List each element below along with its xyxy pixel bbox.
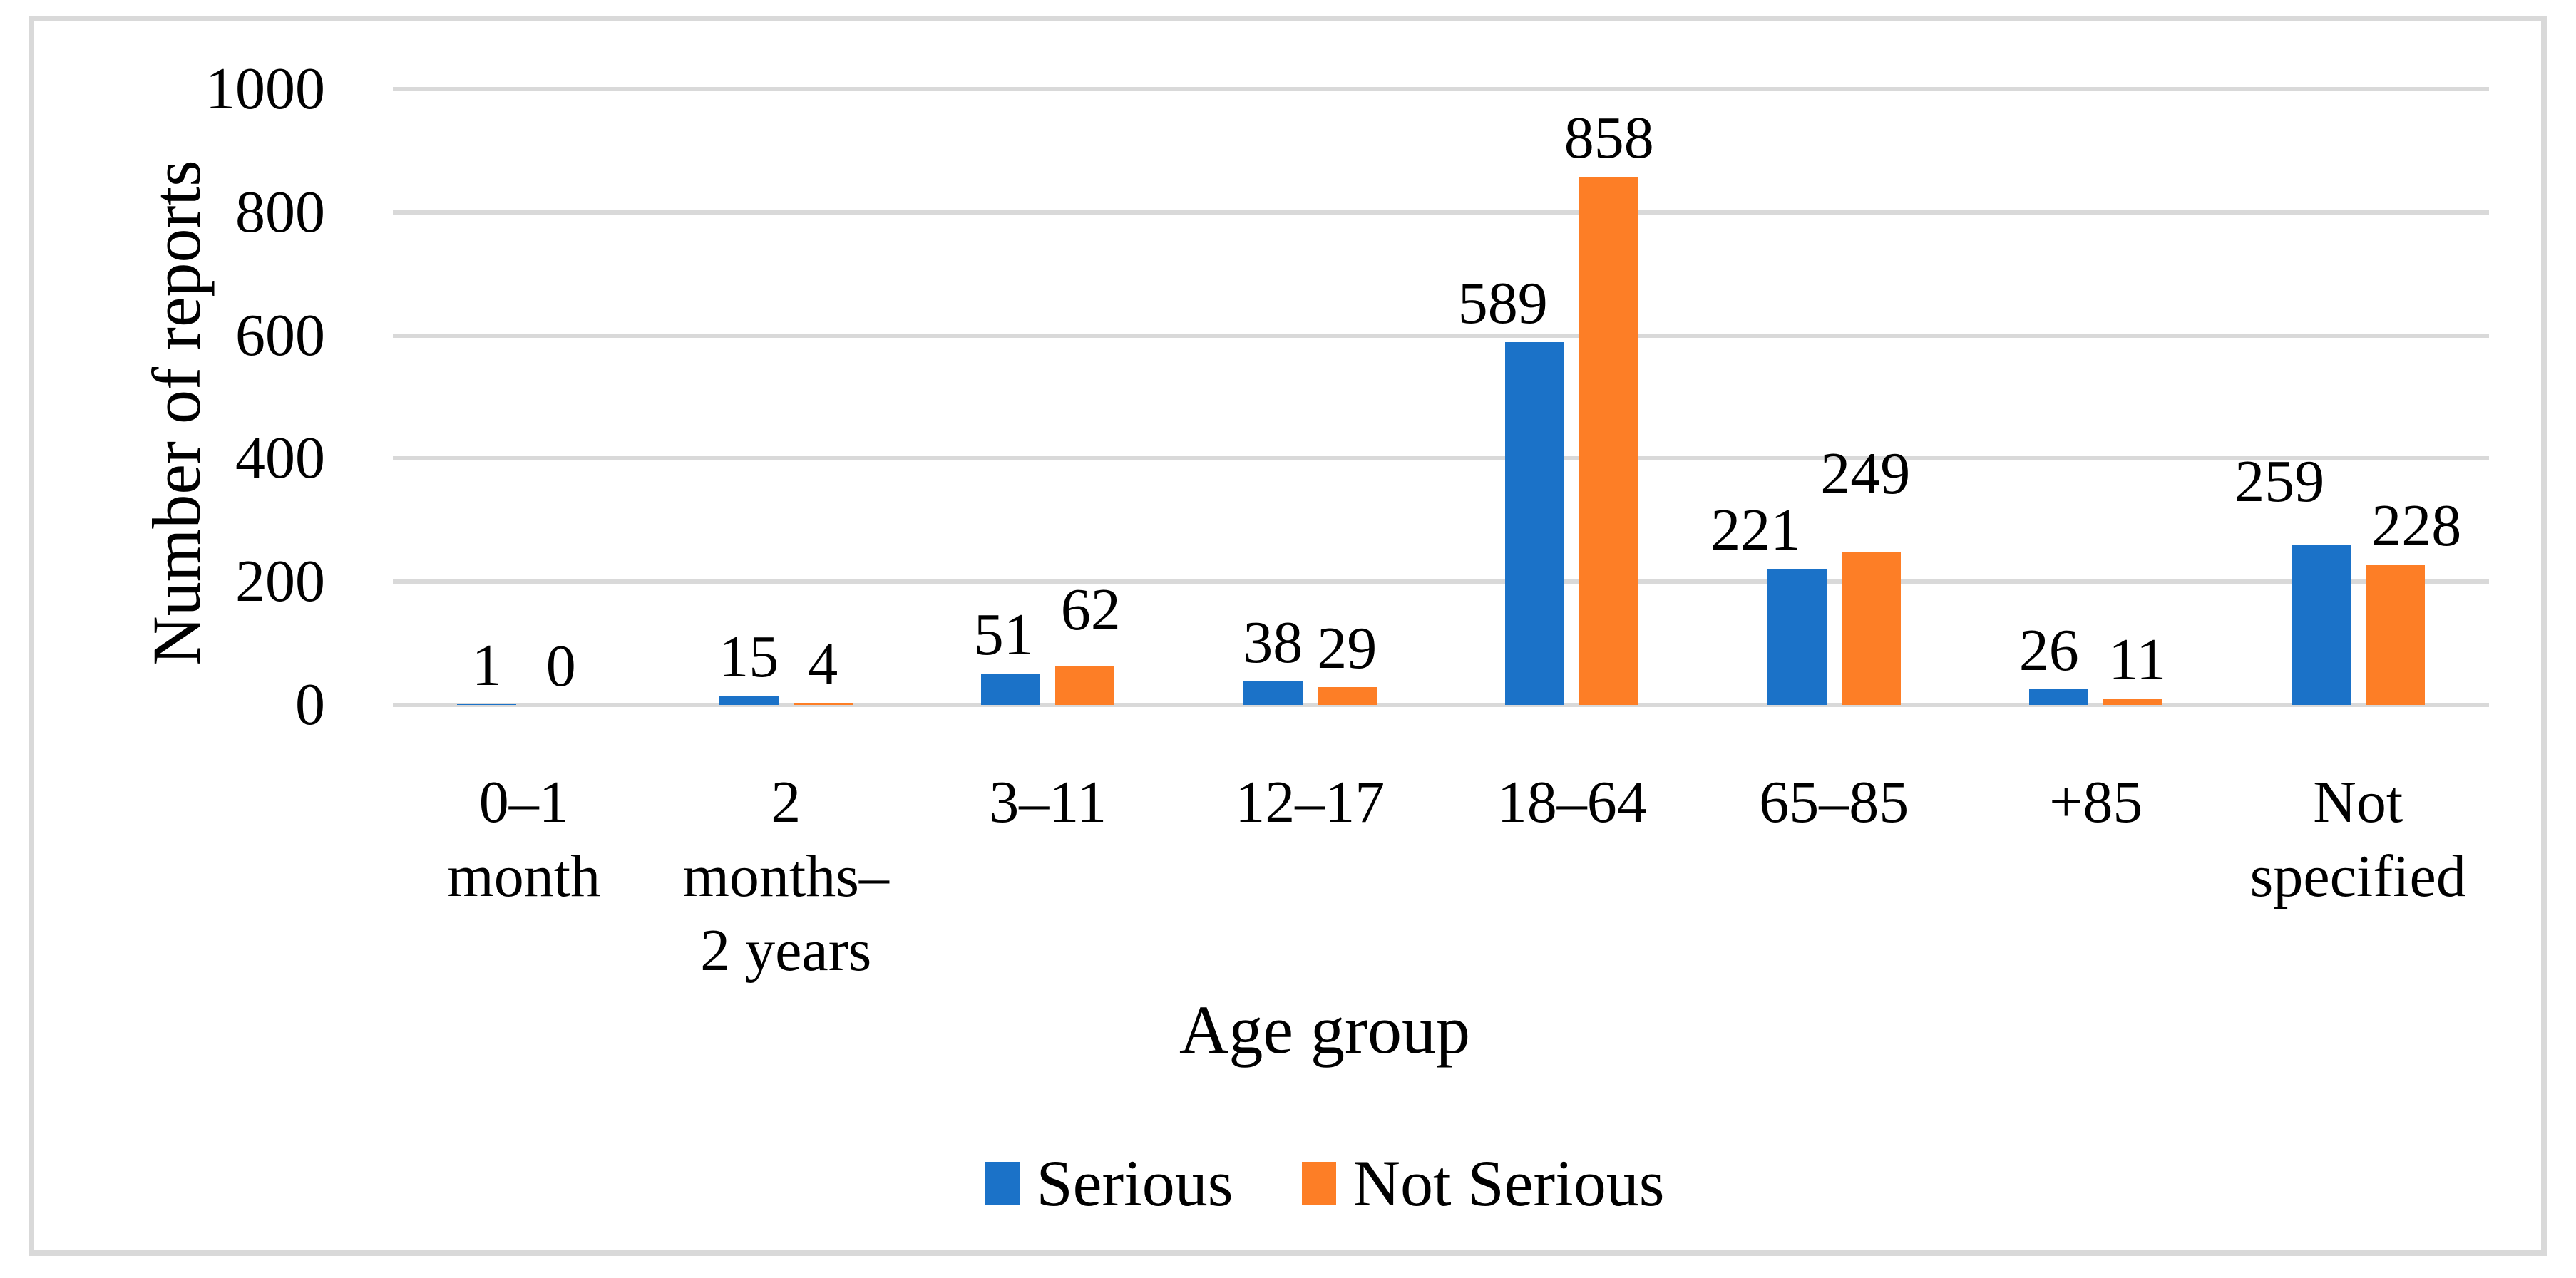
x-tick-label-line: 0–1 bbox=[478, 769, 569, 835]
legend-swatch-serious bbox=[985, 1162, 1020, 1205]
chart-outer-frame: Number of reports Age group 0 200 400 600 80… bbox=[29, 16, 2547, 1256]
bar-not-serious-3 bbox=[1055, 666, 1115, 705]
data-label-serious-3: 51 bbox=[973, 601, 1034, 668]
x-tick-label-8: Not specified bbox=[2172, 766, 2543, 914]
x-tick-label-2: 2 months– 2 years bbox=[600, 766, 971, 988]
y-tick-label-200: 200 bbox=[235, 548, 325, 615]
x-tick-label-line: months– bbox=[682, 843, 889, 909]
bar-not-serious-4 bbox=[1317, 686, 1377, 705]
legend-label-serious: Serious bbox=[1036, 1147, 1233, 1220]
legend-label-not-serious: Not Serious bbox=[1353, 1147, 1665, 1220]
x-tick-label-line: specified bbox=[2249, 843, 2466, 909]
bar-serious-1 bbox=[457, 704, 517, 705]
x-tick-label-line: 18–64 bbox=[1497, 769, 1647, 835]
data-label-serious-7: 26 bbox=[2018, 617, 2079, 684]
bar-not-serious-8 bbox=[2365, 565, 2425, 705]
bar-serious-2 bbox=[719, 696, 779, 705]
legend-item-not-serious: Not Serious bbox=[1301, 1147, 1665, 1220]
bar-serious-3 bbox=[981, 673, 1041, 705]
x-tick-label-6: 65–85 bbox=[1648, 766, 2019, 840]
gridline-200 bbox=[393, 579, 2489, 584]
data-label-not-serious-4: 29 bbox=[1317, 614, 1377, 681]
gridline-0 bbox=[393, 703, 2489, 707]
x-tick-label-line: 2 bbox=[771, 769, 801, 835]
y-tick-label-0: 0 bbox=[295, 671, 325, 738]
data-label-serious-8: 259 bbox=[2234, 448, 2325, 515]
bar-serious-7 bbox=[2029, 689, 2089, 705]
data-label-serious-4: 38 bbox=[1243, 609, 1303, 676]
x-tick-label-5: 18–64 bbox=[1387, 766, 1757, 840]
data-label-serious-5: 589 bbox=[1457, 270, 1548, 337]
x-tick-label-3: 3–11 bbox=[863, 766, 1233, 840]
y-tick-label-400: 400 bbox=[235, 425, 325, 492]
x-tick-label-line: 65–85 bbox=[1759, 769, 1909, 835]
bar-serious-8 bbox=[2291, 545, 2351, 705]
gridline-1000 bbox=[393, 87, 2489, 91]
gridline-800 bbox=[393, 210, 2489, 215]
bar-serious-6 bbox=[1767, 569, 1827, 705]
bar-not-serious-6 bbox=[1841, 551, 1901, 705]
data-label-serious-2: 15 bbox=[719, 624, 779, 691]
legend: Serious Not Serious bbox=[63, 1148, 2576, 1219]
gridline-400 bbox=[393, 456, 2489, 461]
bar-not-serious-7 bbox=[2103, 698, 2163, 705]
data-label-not-serious-8: 228 bbox=[2371, 493, 2462, 560]
y-tick-label-1000: 1000 bbox=[205, 56, 325, 122]
data-label-not-serious-5: 858 bbox=[1564, 104, 1654, 171]
x-tick-label-4: 12–17 bbox=[1124, 766, 1495, 840]
x-tick-label-7: +85 bbox=[1911, 766, 2282, 840]
x-tick-label-line: 12–17 bbox=[1235, 769, 1385, 835]
data-label-not-serious-7: 11 bbox=[2108, 626, 2167, 693]
bar-not-serious-2 bbox=[793, 702, 853, 705]
x-axis-title: Age group bbox=[1179, 991, 1470, 1068]
x-tick-label-line: 2 years bbox=[700, 917, 872, 984]
data-label-not-serious-6: 249 bbox=[1820, 440, 1911, 507]
bar-not-serious-5 bbox=[1579, 176, 1639, 705]
x-tick-label-line: +85 bbox=[2049, 769, 2143, 835]
legend-item-serious: Serious bbox=[985, 1148, 1233, 1219]
bar-serious-4 bbox=[1243, 681, 1303, 705]
x-tick-label-line: Not bbox=[2313, 769, 2403, 835]
x-tick-label-1: 0–1 month bbox=[339, 766, 709, 914]
data-label-serious-6: 221 bbox=[1710, 497, 1801, 564]
y-tick-label-800: 800 bbox=[235, 178, 325, 245]
legend-swatch-not-serious bbox=[1301, 1162, 1336, 1205]
data-label-not-serious-1: 0 bbox=[545, 633, 576, 699]
data-label-not-serious-2: 4 bbox=[808, 630, 838, 697]
bar-serious-5 bbox=[1505, 342, 1565, 705]
x-tick-label-line: month bbox=[447, 843, 601, 909]
x-tick-label-line: 3–11 bbox=[989, 769, 1107, 835]
plot-area: 1 0 15 4 51 62 38 29 589 858 221 249 26 11 259 228 bbox=[393, 89, 2489, 705]
y-tick-label-600: 600 bbox=[235, 302, 325, 369]
data-label-not-serious-3: 62 bbox=[1060, 577, 1121, 644]
data-label-serious-1: 1 bbox=[471, 632, 502, 699]
gridline-600 bbox=[393, 333, 2489, 338]
